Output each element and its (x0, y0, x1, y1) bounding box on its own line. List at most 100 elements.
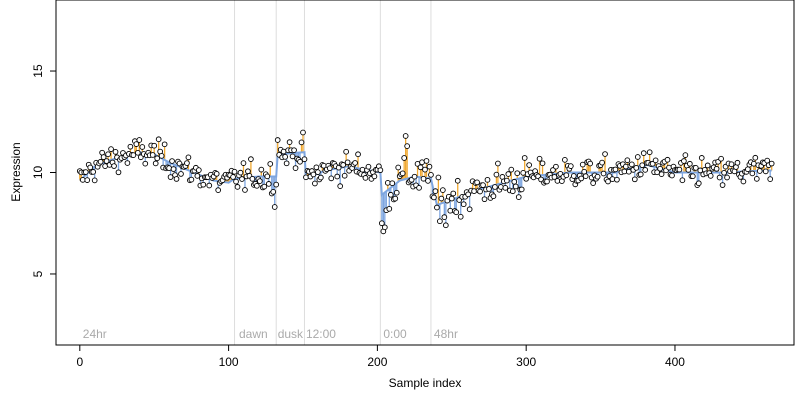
data-point (151, 142, 158, 149)
data-point (239, 176, 245, 182)
data-point (392, 195, 399, 202)
x-tick-label: 300 (516, 355, 536, 369)
data-point (108, 146, 114, 152)
data-point (270, 189, 277, 195)
data-point (112, 148, 119, 155)
data-point (503, 177, 510, 184)
data-point (514, 170, 521, 177)
data-point (689, 173, 696, 180)
data-point (310, 171, 317, 178)
data-point (420, 175, 427, 182)
data-point (312, 180, 318, 187)
data-point (136, 137, 143, 143)
data-point (578, 175, 585, 182)
data-point (286, 139, 293, 146)
data-point (509, 188, 516, 195)
data-point (178, 171, 184, 177)
data-point (481, 196, 488, 203)
data-point (154, 155, 161, 162)
data-point (386, 205, 393, 212)
data-point (274, 137, 281, 143)
data-point (393, 189, 400, 196)
data-point (248, 156, 254, 163)
data-point (124, 160, 131, 166)
data-point (355, 151, 361, 158)
data-point (457, 213, 464, 220)
data-point (230, 174, 236, 180)
data-point (536, 155, 543, 162)
data-point (97, 158, 104, 165)
data-point (642, 167, 649, 173)
data-point (170, 166, 177, 172)
data-point (666, 164, 672, 171)
data-point (624, 157, 631, 164)
data-point (273, 181, 280, 188)
data-point (200, 181, 207, 188)
data-point (605, 178, 611, 185)
data-point (749, 170, 756, 177)
data-point (130, 152, 137, 158)
data-point (301, 156, 308, 163)
data-point (237, 169, 244, 176)
data-point (633, 165, 640, 171)
data-point (399, 170, 406, 177)
data-point (704, 162, 711, 169)
data-point (184, 160, 190, 166)
data-point (82, 169, 89, 175)
data-point (707, 173, 714, 179)
data-point (523, 175, 530, 182)
data-point (639, 162, 646, 169)
data-point (512, 183, 519, 190)
data-point (692, 165, 699, 171)
data-point (664, 156, 671, 163)
data-point (631, 176, 638, 183)
data-point (450, 190, 457, 197)
x-axis-label: Sample index (389, 376, 462, 390)
data-point (562, 157, 568, 163)
data-point (544, 178, 550, 185)
data-point (637, 171, 644, 178)
data-point (553, 163, 559, 170)
data-point (335, 164, 342, 171)
data-point (441, 214, 448, 220)
data-point (291, 147, 297, 154)
data-point (115, 169, 122, 176)
data-point (91, 177, 98, 184)
data-point (676, 166, 683, 173)
data-point (134, 149, 141, 156)
data-point (434, 204, 440, 211)
data-point (508, 166, 515, 173)
data-point (740, 178, 747, 185)
data-point (460, 201, 467, 208)
data-point (426, 163, 433, 170)
data-point (337, 183, 344, 189)
data-point (111, 163, 117, 169)
data-point (518, 186, 525, 193)
data-point (249, 176, 256, 182)
data-point (188, 176, 195, 183)
data-point (317, 174, 324, 181)
data-point (551, 174, 558, 180)
data-point (614, 176, 620, 183)
data-point (431, 194, 437, 201)
data-point (612, 166, 619, 173)
data-point (167, 174, 174, 180)
data-point (698, 155, 705, 161)
data-point (387, 191, 394, 198)
data-point (340, 162, 347, 168)
data-point (233, 178, 239, 185)
data-point (752, 154, 759, 161)
data-point (428, 171, 434, 178)
data-point (234, 184, 241, 190)
data-point (381, 224, 388, 231)
data-point (298, 139, 305, 146)
data-point (343, 148, 349, 155)
data-point (231, 168, 238, 175)
data-point (423, 158, 430, 164)
y-axis: 5 10 15 (31, 64, 57, 277)
data-point (152, 160, 159, 167)
data-point (716, 174, 723, 181)
data-point (105, 151, 111, 158)
data-point (442, 222, 449, 229)
